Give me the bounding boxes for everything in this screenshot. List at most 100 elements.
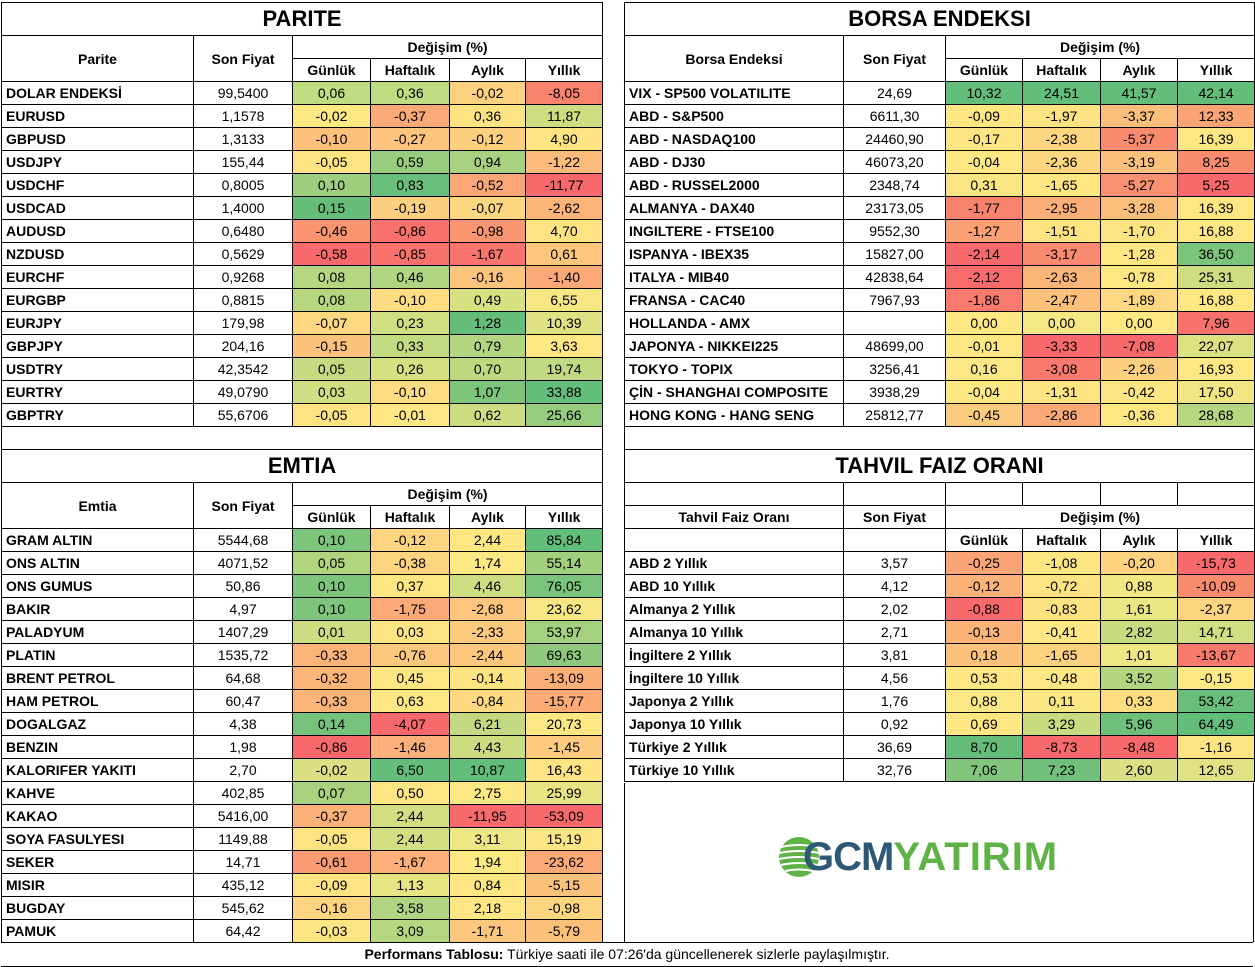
row-price: 435,12 (193, 873, 293, 897)
row-price: 42,3542 (193, 357, 293, 381)
empty-cell (945, 482, 1023, 506)
change-monthly: 1,61 (1100, 597, 1178, 621)
row-name: GBPTRY (1, 403, 194, 427)
change-yearly: 55,14 (524, 551, 604, 575)
row-price: 1,1578 (193, 104, 293, 128)
row-price: 4,12 (843, 574, 946, 598)
emtia-col-monthly: Aylık (449, 505, 526, 529)
emtia-table: EMTIA Emtia Son Fiyat Değişim (%) Günlük… (0, 449, 604, 943)
change-weekly: -1,67 (370, 850, 450, 874)
row-price: 55,6706 (193, 403, 293, 427)
row-name: ISPANYA - IBEX35 (624, 242, 844, 266)
borsa-row: ITALYA - MIB40 42838,64 -2,12 -2,63 -0,78 25,… (624, 265, 1255, 289)
row-name: ONS ALTIN (1, 551, 194, 575)
change-monthly: 0,70 (449, 357, 526, 381)
change-weekly: -0,27 (370, 127, 450, 151)
parite-row: USDJPY 155,44 -0,05 0,59 0,94 -1,22 (1, 150, 604, 174)
row-price: 6611,30 (843, 104, 946, 128)
emtia-col-daily: Günlük (292, 505, 371, 529)
borsa-col-change: Değişim (%) (944, 35, 1255, 59)
parite-col-change: Değişim (%) (291, 35, 604, 59)
parite-row: EURJPY 179,98 -0,07 0,23 1,28 10,39 (1, 311, 604, 335)
row-price: 0,8815 (193, 288, 293, 312)
row-price: 36,69 (843, 735, 946, 759)
change-weekly: -0,48 (1022, 666, 1101, 690)
borsa-row: ISPANYA - IBEX35 15827,00 -2,14 -3,17 -1,28 3… (624, 242, 1255, 266)
change-monthly: -0,36 (1100, 403, 1178, 427)
change-daily: 0,05 (292, 357, 371, 381)
change-yearly: -0,15 (1176, 666, 1255, 690)
row-price: 42838,64 (843, 265, 946, 289)
change-monthly: 2,18 (449, 896, 526, 920)
change-daily: -0,13 (945, 620, 1023, 644)
tahvil-row: ABD 10 Yıllık 4,12 -0,12 -0,72 0,88 -10,09 (624, 574, 1255, 598)
row-name: HAM PETROL (1, 689, 194, 713)
tahvil-col-monthly: Aylık (1100, 528, 1178, 552)
change-daily: -0,01 (945, 334, 1023, 358)
change-weekly: -0,86 (370, 219, 450, 243)
change-yearly: 25,31 (1176, 265, 1255, 289)
change-yearly: 23,62 (524, 597, 604, 621)
change-weekly: 2,44 (370, 827, 450, 851)
change-weekly: 0,36 (370, 81, 450, 105)
row-price: 7967,93 (843, 288, 946, 312)
change-daily: -0,33 (292, 643, 371, 667)
logo-text-yatirim: YATIRIM (893, 834, 1059, 879)
change-monthly: -3,28 (1100, 196, 1178, 220)
change-weekly: -1,65 (1022, 173, 1101, 197)
emtia-title: EMTIA (0, 449, 604, 483)
parite-title: PARITE (0, 2, 604, 36)
change-yearly: 64,49 (1176, 712, 1255, 736)
row-name: PALADYUM (1, 620, 194, 644)
change-yearly: 28,68 (1176, 403, 1255, 427)
row-price: 23173,05 (843, 196, 946, 220)
change-yearly: -13,09 (524, 666, 604, 690)
change-daily: -1,27 (945, 219, 1023, 243)
row-name: PAMUK (1, 919, 194, 943)
borsa-row: TOKYO - TOPIX 3256,41 0,16 -3,08 -2,26 16,93 (624, 357, 1255, 381)
change-yearly: 16,88 (1176, 288, 1255, 312)
row-name: DOLAR ENDEKSİ (1, 81, 194, 105)
change-yearly: -11,77 (524, 173, 604, 197)
divider-line (1253, 783, 1254, 942)
change-weekly: -0,72 (1022, 574, 1101, 598)
change-daily: -1,86 (945, 288, 1023, 312)
change-monthly: 0,88 (1100, 574, 1178, 598)
change-yearly: 3,63 (524, 334, 604, 358)
change-monthly: 2,75 (449, 781, 526, 805)
change-daily: -0,05 (292, 403, 371, 427)
emtia-col-weekly: Haftalık (370, 505, 450, 529)
empty-cell (1022, 482, 1101, 506)
row-name: ABD - NASDAQ100 (624, 127, 844, 151)
row-name: BRENT PETROL (1, 666, 194, 690)
change-weekly: -0,37 (370, 104, 450, 128)
change-weekly: 0,59 (370, 150, 450, 174)
change-daily: -0,32 (292, 666, 371, 690)
parite-row: USDTRY 42,3542 0,05 0,26 0,70 19,74 (1, 357, 604, 381)
row-name: KALORIFER YAKITI (1, 758, 194, 782)
change-daily: 0,31 (945, 173, 1023, 197)
change-daily: -0,33 (292, 689, 371, 713)
divider-line (624, 783, 625, 942)
change-daily: -0,05 (292, 150, 371, 174)
row-price: 64,42 (193, 919, 293, 943)
change-yearly: -10,09 (1176, 574, 1255, 598)
change-daily: 0,07 (292, 781, 371, 805)
change-monthly: 4,43 (449, 735, 526, 759)
change-daily: 0,10 (292, 597, 371, 621)
row-name: HONG KONG - HANG SENG (624, 403, 844, 427)
emtia-row: ONS GUMUS 50,86 0,10 0,37 4,46 76,05 (1, 574, 604, 598)
change-yearly: 12,65 (1176, 758, 1255, 782)
change-daily: 0,53 (945, 666, 1023, 690)
change-weekly: -0,41 (1022, 620, 1101, 644)
tahvil-col-name: Tahvil Faiz Oranı (624, 505, 844, 529)
parite-row: EURTRY 49,0790 0,03 -0,10 1,07 33,88 (1, 380, 604, 404)
row-price: 9552,30 (843, 219, 946, 243)
borsa-row: ABD - DJ30 46073,20 -0,04 -2,36 -3,19 8,25 (624, 150, 1255, 174)
change-monthly: -2,68 (449, 597, 526, 621)
change-monthly: 1,07 (449, 380, 526, 404)
change-daily: 0,06 (292, 81, 371, 105)
change-monthly: 6,21 (449, 712, 526, 736)
change-weekly: -1,97 (1022, 104, 1101, 128)
change-daily: 0,15 (292, 196, 371, 220)
